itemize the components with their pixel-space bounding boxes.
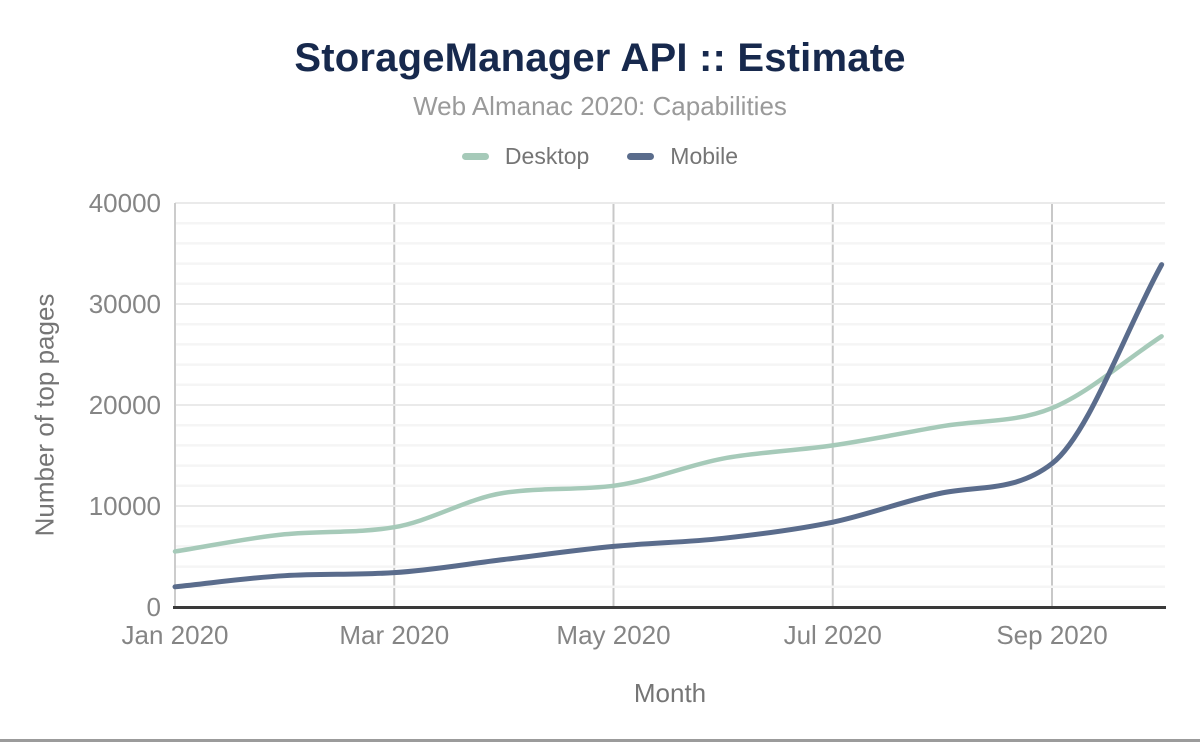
mobile-legend-swatch bbox=[627, 153, 655, 160]
legend-item-mobile: Mobile bbox=[627, 143, 738, 170]
desktop-legend-label: Desktop bbox=[504, 143, 590, 169]
x-tick-label: Sep 2020 bbox=[996, 620, 1107, 650]
x-axis-title: Month bbox=[633, 678, 707, 708]
chart-subtitle: Web Almanac 2020: Capabilities bbox=[413, 91, 787, 121]
legend: Desktop Mobile bbox=[0, 143, 1200, 170]
y-tick-label: 30000 bbox=[89, 289, 161, 319]
desktop-series-line bbox=[172, 334, 1164, 554]
legend-item-desktop: Desktop bbox=[461, 143, 590, 170]
y-tick-label: 0 bbox=[147, 592, 161, 622]
mobile-series-line bbox=[172, 262, 1165, 590]
y-tick-label: 20000 bbox=[89, 390, 161, 420]
y-tick-label: 10000 bbox=[89, 491, 161, 521]
chart-title: StorageManager API :: Estimate bbox=[294, 36, 906, 80]
page-bottom-rule bbox=[0, 739, 1200, 742]
x-tick-label: Jan 2020 bbox=[122, 620, 229, 650]
mobile-legend-label: Mobile bbox=[670, 143, 739, 169]
x-tick-label: Mar 2020 bbox=[339, 620, 449, 650]
x-tick-label: May 2020 bbox=[556, 620, 670, 650]
x-tick-label: Jul 2020 bbox=[784, 620, 882, 650]
y-tick-label: 40000 bbox=[89, 188, 161, 218]
desktop-legend-swatch bbox=[461, 153, 489, 160]
